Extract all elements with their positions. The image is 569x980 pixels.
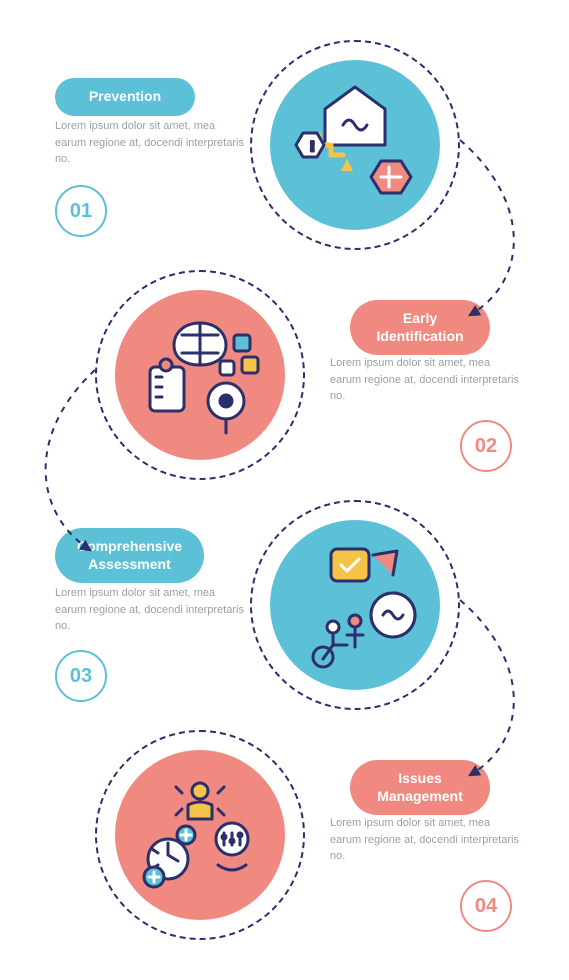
management-icon <box>115 750 285 920</box>
step-03-title-pill: ComprehensiveAssessment <box>55 528 204 583</box>
step-circle-03 <box>250 500 460 710</box>
identification-icon <box>115 290 285 460</box>
assessment-icon <box>270 520 440 690</box>
step-01-number-badge: 01 <box>55 185 107 237</box>
step-04-title-pill: IssuesManagement <box>350 760 490 815</box>
step-02-title-pill: EarlyIdentification <box>350 300 490 355</box>
step-circle-02 <box>95 270 305 480</box>
step-02-description: Lorem ipsum dolor sit amet, mea earum re… <box>330 355 520 405</box>
step-04-description: Lorem ipsum dolor sit amet, mea earum re… <box>330 815 520 865</box>
svg-text:!: ! <box>310 138 315 154</box>
step-circle-04 <box>95 730 305 940</box>
step-circle-01: ! <box>250 40 460 250</box>
step-01-description: Lorem ipsum dolor sit amet, mea earum re… <box>55 118 245 168</box>
step-03-number-badge: 03 <box>55 650 107 702</box>
step-04-number-badge: 04 <box>460 880 512 932</box>
step-03-description: Lorem ipsum dolor sit amet, mea earum re… <box>55 585 245 635</box>
prevention-icon: ! <box>270 60 440 230</box>
infographic-stage: ! PreventionLorem ipsum dolor sit amet, … <box>0 0 569 980</box>
step-02-number-badge: 02 <box>460 420 512 472</box>
step-01-title-pill: Prevention <box>55 78 195 116</box>
